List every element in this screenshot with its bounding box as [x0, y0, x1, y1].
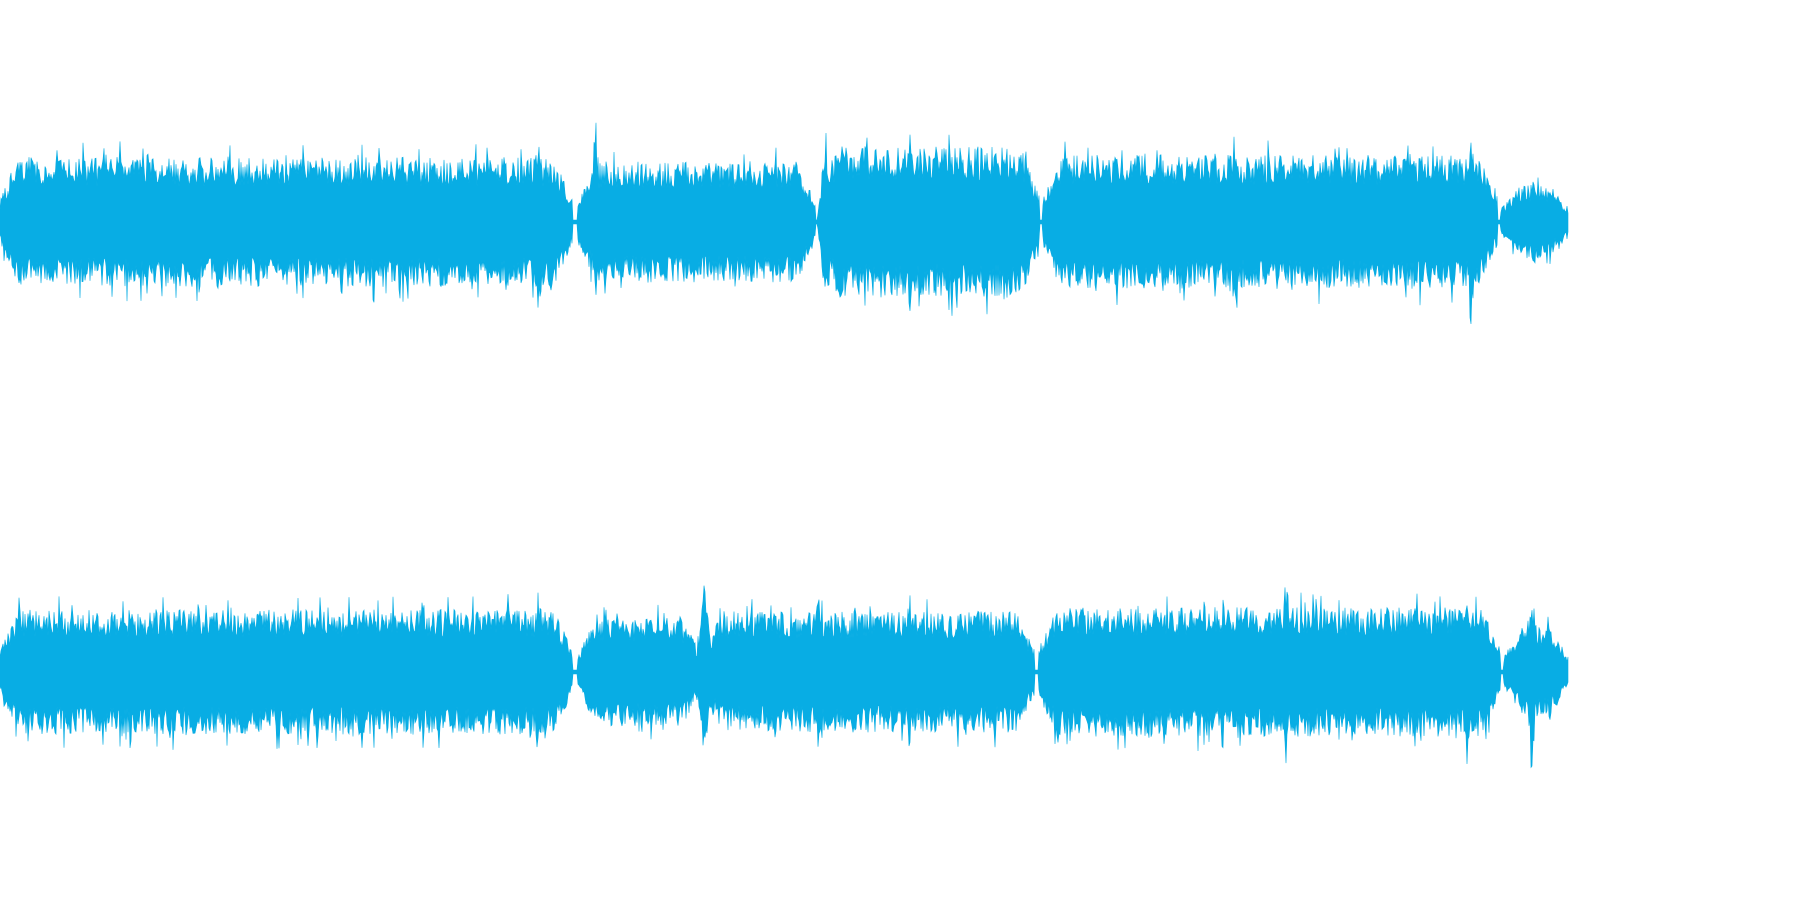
- channel-2-waveform: [0, 585, 1569, 769]
- channel-1-waveform: [0, 122, 1569, 325]
